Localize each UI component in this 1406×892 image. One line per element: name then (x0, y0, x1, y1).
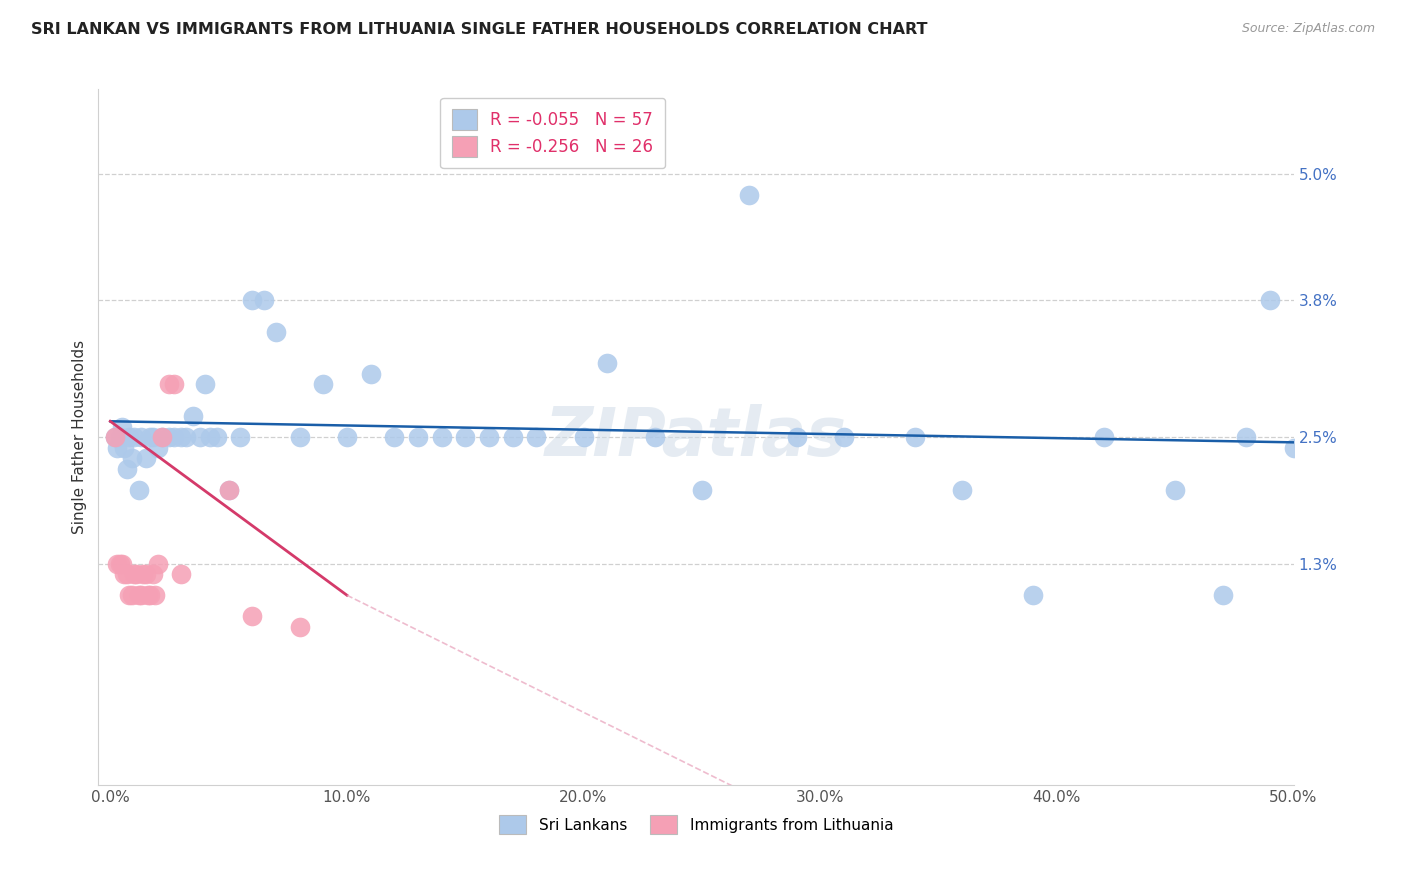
Point (132, 567, 155, 582)
Point (135, 567, 157, 582)
Point (114, 441, 136, 455)
Point (118, 430, 141, 444)
Point (382, 430, 405, 444)
Point (690, 483, 713, 497)
Point (188, 430, 211, 444)
Point (104, 430, 127, 444)
Point (1022, 588, 1045, 602)
Point (135, 451, 157, 466)
Point (502, 430, 524, 444)
Point (1092, 430, 1115, 444)
Point (1282, 441, 1305, 455)
Point (111, 419, 134, 434)
Point (786, 430, 808, 444)
Point (430, 430, 453, 444)
Point (478, 430, 501, 444)
Point (1234, 430, 1257, 444)
Text: SRI LANKAN VS IMMIGRANTS FROM LITHUANIA SINGLE FATHER HOUSEHOLDS CORRELATION CHA: SRI LANKAN VS IMMIGRANTS FROM LITHUANIA … (31, 22, 928, 37)
Point (1164, 483, 1187, 497)
Point (194, 377, 217, 392)
Point (288, 620, 311, 634)
Point (129, 430, 152, 444)
Text: ZIPatlas: ZIPatlas (546, 404, 846, 470)
Point (128, 588, 150, 602)
Point (108, 430, 131, 444)
Point (139, 588, 162, 602)
Point (406, 430, 429, 444)
Point (118, 588, 141, 602)
Point (336, 430, 359, 444)
Point (240, 293, 263, 307)
Point (170, 430, 193, 444)
Point (142, 567, 165, 582)
Point (105, 441, 128, 455)
Point (163, 430, 186, 444)
Point (360, 367, 382, 381)
Point (114, 567, 136, 582)
Point (143, 588, 166, 602)
Point (150, 430, 173, 444)
Point (125, 567, 148, 582)
Point (115, 567, 138, 582)
Point (139, 430, 162, 444)
Point (596, 356, 619, 370)
Point (904, 430, 927, 444)
Point (240, 609, 263, 624)
Point (205, 430, 228, 444)
Point (218, 483, 240, 497)
Point (129, 588, 152, 602)
Point (150, 430, 173, 444)
Point (572, 430, 595, 444)
Legend: Sri Lankans, Immigrants from Lithuania: Sri Lankans, Immigrants from Lithuania (492, 809, 900, 840)
Point (832, 430, 855, 444)
Point (288, 430, 311, 444)
Y-axis label: Single Father Households: Single Father Households (72, 340, 87, 534)
Point (104, 430, 127, 444)
Point (454, 430, 477, 444)
Point (157, 430, 180, 444)
Point (121, 451, 143, 466)
Point (1258, 293, 1281, 307)
Point (146, 441, 169, 455)
Point (264, 325, 287, 339)
Point (122, 430, 145, 444)
Point (142, 430, 165, 444)
Point (1212, 588, 1234, 602)
Point (146, 557, 169, 571)
Point (170, 567, 193, 582)
Point (174, 430, 197, 444)
Point (108, 557, 131, 571)
Point (122, 567, 145, 582)
Point (738, 187, 761, 202)
Point (136, 588, 159, 602)
Point (115, 461, 138, 475)
Point (198, 430, 221, 444)
Point (950, 483, 973, 497)
Point (218, 483, 240, 497)
Text: Source: ZipAtlas.com: Source: ZipAtlas.com (1241, 22, 1375, 36)
Point (121, 588, 143, 602)
Point (312, 377, 335, 392)
Point (181, 409, 204, 423)
Point (105, 557, 128, 571)
Point (128, 483, 150, 497)
Point (229, 430, 252, 444)
Point (157, 377, 180, 392)
Point (163, 377, 186, 392)
Point (524, 430, 547, 444)
Point (253, 293, 276, 307)
Point (644, 430, 666, 444)
Point (111, 557, 134, 571)
